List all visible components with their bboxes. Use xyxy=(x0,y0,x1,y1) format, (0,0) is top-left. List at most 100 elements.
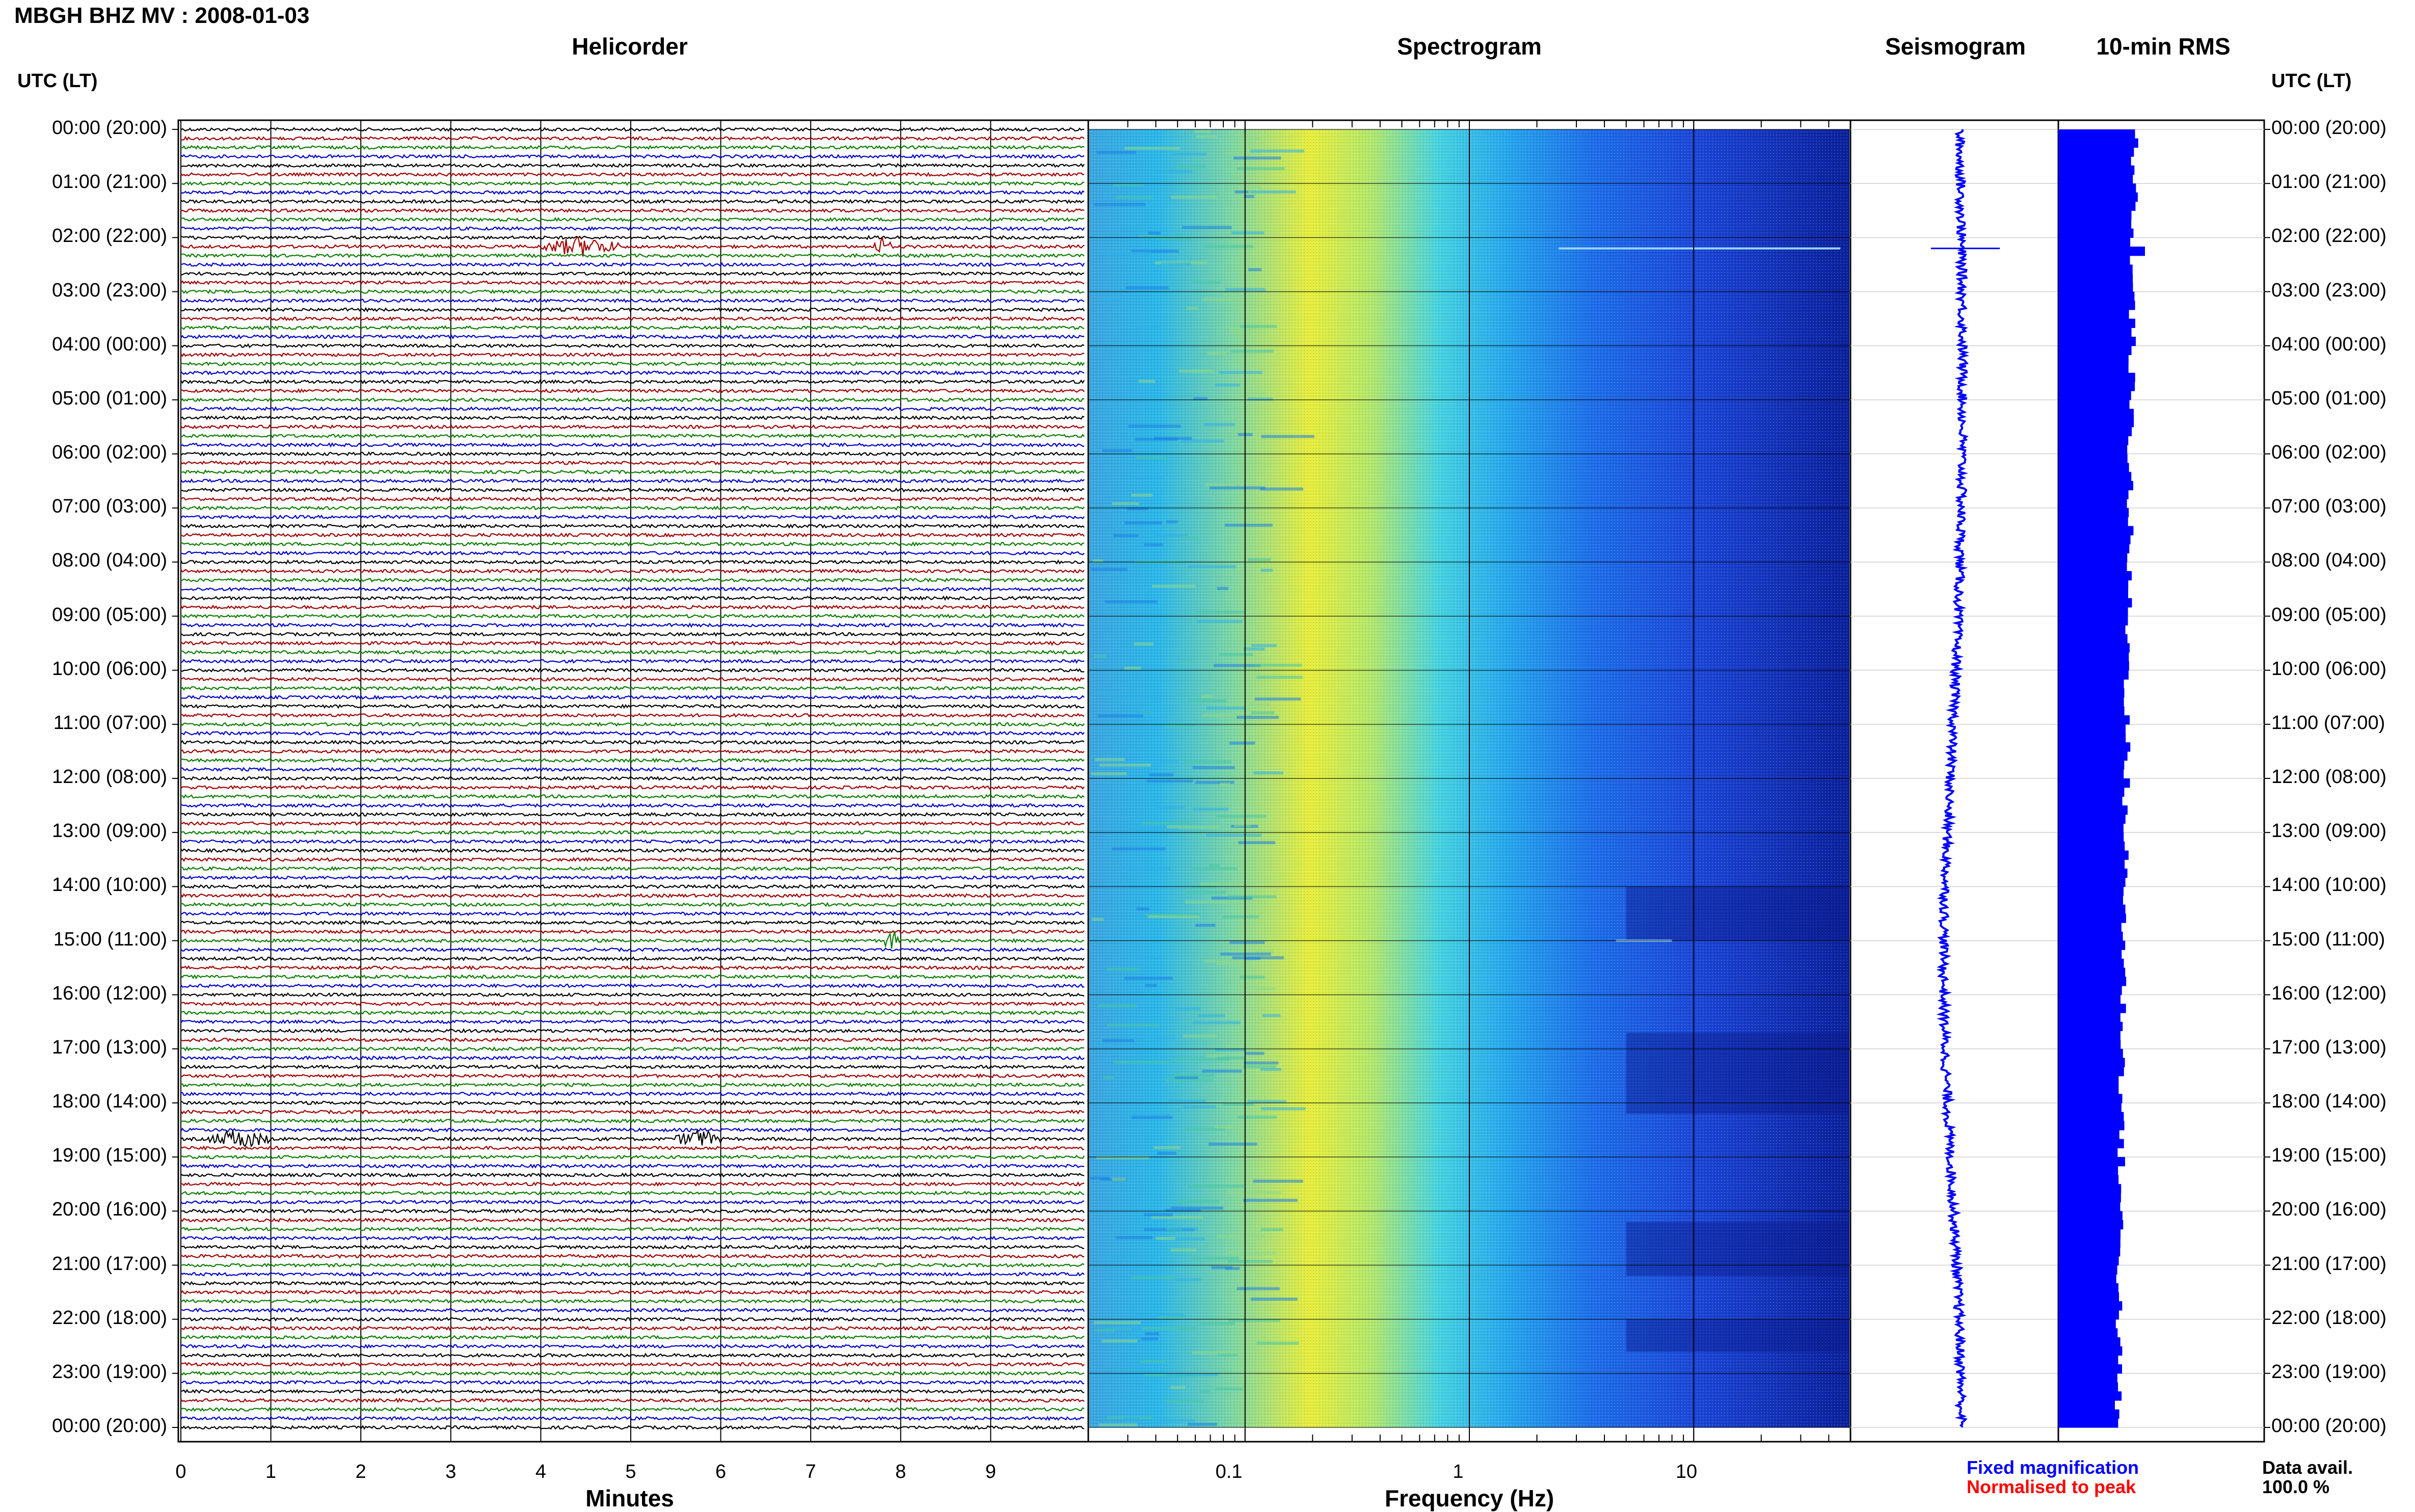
helicorder-trace xyxy=(180,1361,1085,1367)
helicorder-trace xyxy=(180,1046,1085,1051)
rms-bar xyxy=(2058,147,2134,157)
time-tick-label: 00:00 (20:00) xyxy=(2271,1415,2387,1437)
spectrogram-streak xyxy=(1156,236,1192,240)
helicorder-tick-label: 2 xyxy=(355,1461,366,1482)
helicorder-trace xyxy=(180,1001,1085,1007)
rms-bar xyxy=(2058,508,2129,518)
helicorder-trace xyxy=(180,1326,1085,1331)
spectrogram-streak xyxy=(1092,559,1104,563)
helicorder-trace xyxy=(180,884,1085,889)
time-tick-label: 11:00 (07:00) xyxy=(53,712,167,734)
spectrogram-streak xyxy=(1175,1076,1198,1079)
helicorder-trace xyxy=(180,595,1085,601)
helicorder-trace xyxy=(180,767,1085,772)
spectrogram-streak xyxy=(1216,1387,1243,1391)
helicorder-trace xyxy=(180,424,1085,429)
spectrogram-streak xyxy=(1195,924,1216,927)
rms-bar xyxy=(2058,1319,2116,1329)
helicorder-trace xyxy=(180,758,1085,764)
spectrogram-streak xyxy=(1217,1353,1238,1357)
rms-bar xyxy=(2058,1247,2121,1257)
time-tick-label: 07:00 (03:00) xyxy=(51,496,167,518)
spectrogram-streak xyxy=(1261,435,1314,438)
spectrogram-streak xyxy=(1098,1423,1138,1426)
helicorder-trace xyxy=(180,181,1084,186)
spectrogram-streak xyxy=(1223,1103,1254,1106)
rms-bar xyxy=(2058,274,2133,283)
helicorder-trace xyxy=(180,442,1085,448)
spectrogram-streak xyxy=(1200,1321,1236,1325)
helicorder-trace xyxy=(180,1335,1085,1340)
spectrogram-streak xyxy=(1219,653,1253,657)
helicorder-trace xyxy=(180,902,1085,907)
helicorder-trace xyxy=(180,136,1085,141)
helicorder-trace xyxy=(180,352,1085,358)
rms-bar xyxy=(2058,841,2125,851)
helicorder-trace xyxy=(180,1091,1085,1097)
helicorder-trace xyxy=(180,1407,1085,1412)
time-tick-label: 20:00 (16:00) xyxy=(2271,1199,2387,1221)
helicorder-trace xyxy=(180,577,1085,583)
spectrogram-streak xyxy=(1188,1184,1245,1188)
helicorder-trace xyxy=(180,127,1085,132)
rms-bar xyxy=(2058,183,2136,193)
spectrogram-streak xyxy=(1148,915,1200,919)
spectrogram-streak xyxy=(1114,1060,1170,1064)
spectrogram-streak xyxy=(1240,976,1265,979)
spectrogram-streak xyxy=(1102,1039,1134,1042)
spectrogram-streak xyxy=(1248,558,1271,561)
spectrogram-streak xyxy=(1227,703,1270,707)
spectrogram-streak xyxy=(1177,1199,1219,1203)
spectrogram-streak xyxy=(1229,328,1252,331)
helicorder-trace xyxy=(180,199,1085,204)
time-tick-label: 04:00 (00:00) xyxy=(2271,333,2387,355)
spectrogram-streak xyxy=(1094,655,1106,658)
spectrogram-streak xyxy=(1140,1360,1166,1363)
rms-bar xyxy=(2058,247,2145,256)
helicorder-tick-label: 0 xyxy=(175,1461,186,1482)
spectrogram-streak xyxy=(1144,543,1163,547)
spectrogram-streak xyxy=(1224,523,1273,527)
spectrogram-streak xyxy=(1091,772,1127,775)
rms-bar xyxy=(2058,372,2135,383)
helicorder-trace xyxy=(180,911,1085,916)
spectrogram-streak xyxy=(1171,1227,1198,1231)
spectrogram-streak xyxy=(1217,1234,1266,1238)
spectrogram-streak xyxy=(1124,521,1162,525)
helicorder-trace xyxy=(180,569,1085,574)
time-tick-label: 09:00 (05:00) xyxy=(2271,604,2387,626)
spectrogram-quiet-band xyxy=(1626,1319,1849,1352)
time-tick-label: 18:00 (14:00) xyxy=(2271,1091,2387,1112)
spectrogram-streak xyxy=(1194,130,1211,133)
helicorder-title: Helicorder xyxy=(572,33,688,60)
spectrogram-streak xyxy=(1202,714,1254,717)
spectrogram-streak xyxy=(1220,782,1230,786)
spectrogram-streak xyxy=(1216,815,1267,818)
data-availability-value: 100.0 % xyxy=(2262,1476,2330,1497)
spectrogram-streak xyxy=(1262,1014,1281,1017)
spectrogram-streak xyxy=(1182,226,1232,229)
spectrogram-streak xyxy=(1226,1191,1281,1194)
spectrogram-streak xyxy=(1188,565,1236,569)
helicorder-trace xyxy=(180,298,1085,304)
helicorder-trace xyxy=(180,640,1085,646)
rms-bar xyxy=(2058,904,2126,914)
spectrogram-quiet-band xyxy=(1626,1032,1849,1114)
spectrogram-streak xyxy=(1136,1314,1185,1317)
rms-bar xyxy=(2058,1202,2121,1211)
helicorder-trace xyxy=(180,1416,1085,1421)
rms-bar xyxy=(2058,345,2132,355)
rms-bar xyxy=(2058,499,2127,508)
spectrogram-streak xyxy=(1245,957,1260,960)
rms-bar xyxy=(2058,1139,2124,1149)
spectrogram-streak xyxy=(1171,196,1218,199)
spectrogram-streak xyxy=(1229,941,1265,944)
spectrogram-streak xyxy=(1216,962,1248,965)
spectrogram-streak xyxy=(1250,1298,1298,1301)
spectrogram-streak xyxy=(1196,135,1218,139)
rms-bar xyxy=(2058,661,2129,671)
spectrogram-streak xyxy=(1127,507,1148,511)
rms-bar xyxy=(2058,985,2122,995)
spectrogram-streak xyxy=(1131,250,1179,253)
spectrogram-streak xyxy=(1235,190,1249,194)
